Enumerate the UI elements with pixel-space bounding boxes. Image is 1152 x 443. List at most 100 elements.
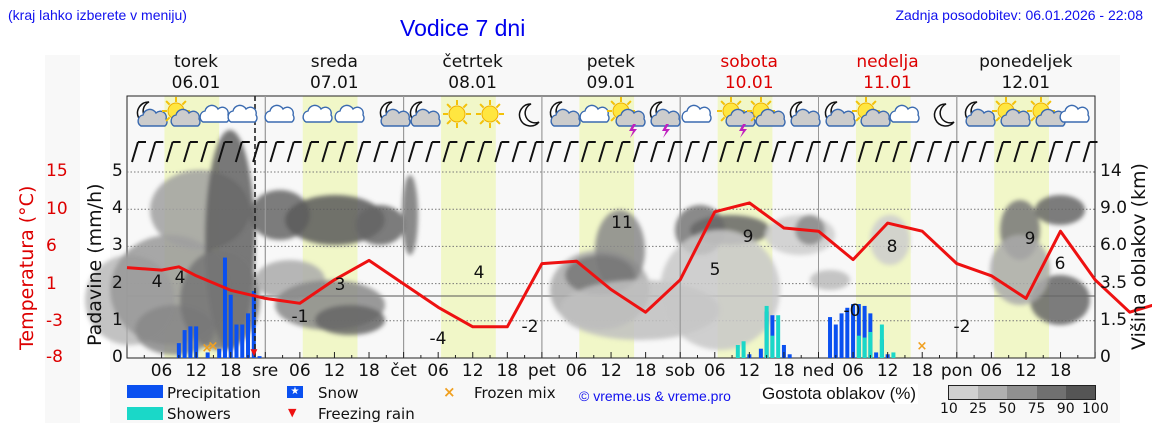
precip-tick: 1 [112,309,123,330]
day-header-4: sobota 10.01 [680,52,818,94]
cloud-tick: 6.0 [1100,235,1128,256]
page-title: Vodice 7 dni [400,15,526,41]
legend-showers: Showers [167,405,231,423]
x-axis-ticks [126,352,1096,358]
x-tick-label: sre [252,361,279,381]
legend-snow: Snow [318,384,359,402]
x-tick-label: 12 [185,361,207,381]
x-tick-label: 12 [1015,361,1037,381]
precip-tick: 0 [112,347,123,367]
temp-tick: -8 [46,347,63,367]
precipitation-axis-label: Padavine (mm/h) [84,183,106,346]
precip-tick: 5 [112,161,123,181]
cloud-tick: 0 [1100,347,1111,367]
svg-text:-1: -1 [292,307,309,327]
x-tick-label: 12 [876,361,899,381]
day-header-1: sreda 07.01 [265,52,403,94]
weather-icons [136,97,1090,138]
freezing-rain-icon: ▼ [288,406,297,419]
x-tick-label: 18 [911,361,934,381]
x-tick-label: čet [390,361,417,381]
temp-tick: -3 [46,311,63,331]
cloud-tick: 9.0 [1100,198,1128,219]
density-tick: 10 [940,401,958,417]
svg-text:×: × [208,339,219,354]
temp-tick: 15 [46,161,68,181]
x-tick-label: 12 [600,361,622,381]
day-name: torek [174,52,218,72]
precip-tick: 3 [112,235,123,256]
region-menu-hint[interactable]: (kraj lahko izberete v meniju) [8,7,187,23]
temperature-axis-panel [45,55,80,423]
day-header-0: torek 06.01 [127,52,265,94]
copyright-link[interactable]: © vreme.us & vreme.pro [579,388,731,404]
cloud-height-axis-label: Višina oblakov (km) [1128,163,1150,350]
day-date: 10.01 [724,73,774,93]
x-tick-label: 06 [842,361,864,381]
x-tick-label: pet [527,361,556,381]
day-name: nedelja [856,52,919,72]
svg-text:4: 4 [152,272,163,292]
x-tick-label: 06 [427,361,449,381]
svg-text:-2: -2 [522,317,539,337]
last-update-text: Zadnja posodobitev: 06.01.2026 - 22:08 [895,7,1143,23]
svg-text:4: 4 [474,263,485,283]
x-tick-label: 06 [565,361,588,381]
svg-text:5: 5 [710,260,721,280]
cloud-tick: 1.5 [1100,309,1128,330]
x-tick-label: pon [940,361,973,381]
cloud-tick: 3.5 [1100,272,1128,293]
day-separators [264,96,958,358]
x-tick-label: 12 [323,361,346,381]
day-header-6: ponedeljek 12.01 [957,52,1095,94]
wind-barbs [131,141,1098,163]
legend-freezing-rain: Freezing rain [318,405,415,423]
day-date: 12.01 [1001,73,1051,93]
cloud-tick: 14 [1100,161,1122,181]
cloud-density-label: Gostota oblakov (%) [760,384,919,404]
density-tick: 100 [1082,401,1109,417]
x-tick-label: 18 [496,361,519,381]
showers-swatch [127,407,163,420]
day-date: 08.01 [448,73,497,93]
svg-text:-0: -0 [844,301,861,321]
x-tick-label: 12 [461,361,484,381]
day-date: 06.01 [171,73,221,93]
x-tick-label: 06 [150,361,173,381]
day-name: četrtek [442,52,503,72]
day-date: 11.01 [863,73,912,93]
precip-tick: 4 [112,198,123,219]
x-tick-label: 18 [773,361,795,381]
day-date: 07.01 [309,73,359,93]
day-name: sreda [310,52,358,72]
precip-type-markers: ×× ×▼ [202,339,928,358]
x-tick-label: 18 [634,361,657,381]
day-header-2: četrtek 08.01 [404,52,542,94]
temp-tick: 10 [46,199,68,219]
svg-text:4: 4 [175,268,186,288]
temp-tick: 6 [46,236,57,256]
x-tick-label: sob [665,361,696,381]
day-header-3: petek 09.01 [542,52,680,94]
snow-icon: ★ [287,386,303,398]
precipitation-swatch [127,385,163,398]
day-date: 09.01 [586,73,636,93]
temperature-axis-label: Temperatura (°C) [16,185,38,350]
svg-text:-4: -4 [430,329,447,349]
svg-text:×: × [917,339,928,354]
day-name: ponedeljek [979,52,1073,72]
svg-text:8: 8 [887,237,898,257]
svg-text:-2: -2 [954,317,971,337]
svg-text:×: × [202,341,213,356]
x-tick-label: 06 [703,361,726,381]
svg-text:6: 6 [1055,254,1066,274]
cloud-density-scale [948,385,1096,400]
x-tick-label: 06 [289,361,311,381]
svg-text:3: 3 [335,275,346,295]
x-tick-label: 18 [1049,361,1072,381]
temp-tick: 1 [46,274,57,294]
day-header-5: nedelja 11.01 [819,52,957,94]
density-tick: 50 [998,401,1017,417]
precip-tick: 2 [112,272,123,293]
